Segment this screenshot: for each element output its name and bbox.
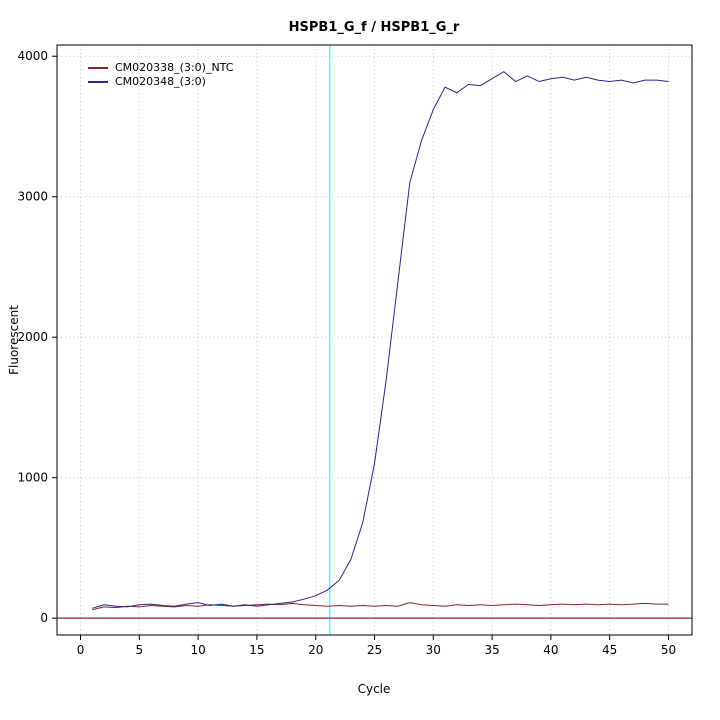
x-tick-label: 50 bbox=[661, 643, 676, 657]
x-tick-label: 15 bbox=[249, 643, 264, 657]
legend-label: CM020348_(3:0) bbox=[115, 75, 206, 88]
legend-item: CM020348_(3:0) bbox=[88, 75, 233, 89]
y-tick-label: 0 bbox=[40, 611, 48, 625]
x-tick-label: 30 bbox=[426, 643, 441, 657]
legend-item: CM020338_(3:0)_NTC bbox=[88, 61, 233, 75]
x-tick-label: 40 bbox=[543, 643, 558, 657]
legend-line-swatch bbox=[88, 67, 108, 69]
y-axis-label: Fluorescent bbox=[7, 305, 21, 375]
series-line-1 bbox=[92, 71, 669, 609]
y-tick-label: 2000 bbox=[17, 330, 48, 344]
y-tick-label: 1000 bbox=[17, 471, 48, 485]
x-tick-label: 10 bbox=[190, 643, 205, 657]
legend: CM020338_(3:0)_NTC CM020348_(3:0) bbox=[88, 61, 233, 89]
legend-line-swatch bbox=[88, 81, 108, 83]
y-tick-label: 4000 bbox=[17, 49, 48, 63]
series-line-0 bbox=[92, 602, 669, 611]
x-axis-label: Cycle bbox=[357, 682, 391, 696]
x-tick-label: 35 bbox=[484, 643, 499, 657]
x-tick-label: 0 bbox=[77, 643, 85, 657]
x-tick-label: 20 bbox=[308, 643, 323, 657]
x-tick-label: 45 bbox=[602, 643, 617, 657]
x-tick-label: 5 bbox=[135, 643, 143, 657]
legend-label: CM020338_(3:0)_NTC bbox=[115, 61, 234, 74]
x-tick-label: 25 bbox=[367, 643, 382, 657]
y-tick-label: 3000 bbox=[17, 190, 48, 204]
chart-title: HSPB1_G_f / HSPB1_G_r bbox=[288, 20, 460, 35]
